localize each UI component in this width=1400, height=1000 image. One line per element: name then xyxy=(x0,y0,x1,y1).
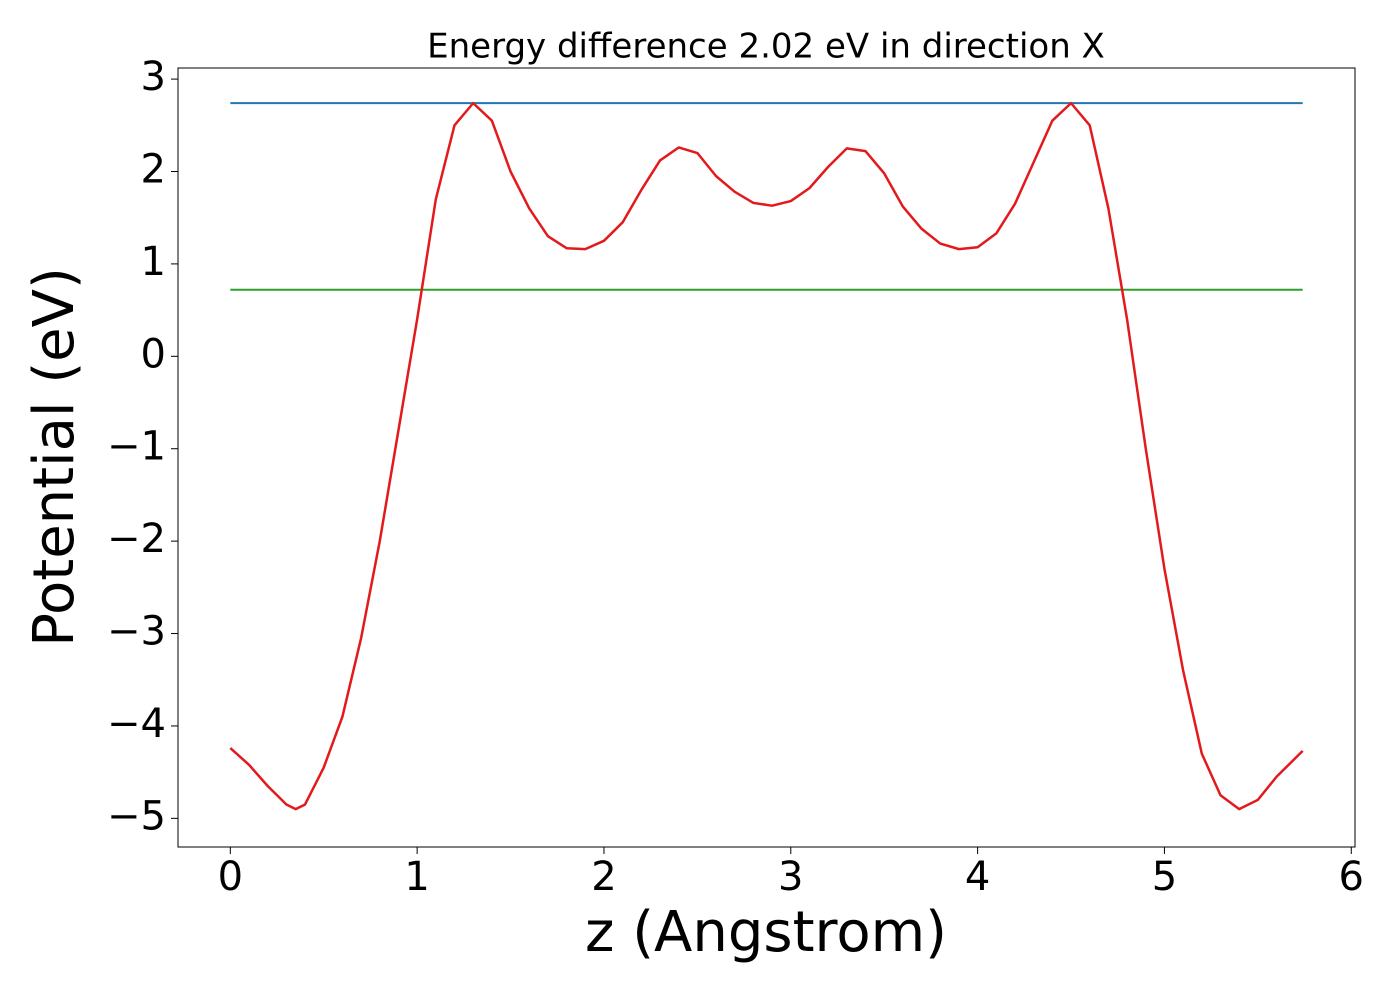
y-tick-label: −5 xyxy=(107,793,166,839)
x-axis-label: z (Angstrom) xyxy=(585,900,947,965)
x-tick-label: 3 xyxy=(778,854,803,900)
y-tick-label: 0 xyxy=(141,331,166,377)
x-tick-label: 5 xyxy=(1152,854,1177,900)
y-tick-label: −1 xyxy=(107,424,166,470)
x-tick-label: 6 xyxy=(1339,854,1364,900)
chart-title: Energy difference 2.02 eV in direction X xyxy=(427,27,1105,67)
x-tick-label: 0 xyxy=(218,854,243,900)
plot-frame xyxy=(177,67,1356,848)
x-tick-label: 2 xyxy=(591,854,616,900)
y-tick-label: −3 xyxy=(107,609,166,655)
y-tick-label: 2 xyxy=(141,146,166,192)
x-tick-label: 1 xyxy=(404,854,429,900)
x-tick-label: 4 xyxy=(965,854,990,900)
y-tick-label: −2 xyxy=(107,516,166,562)
data-line xyxy=(229,101,1304,811)
y-tick-label: 1 xyxy=(141,239,166,285)
y-axis-label: Potential (eV) xyxy=(22,267,87,647)
y-tick-label: 3 xyxy=(141,54,166,100)
y-tick-label: −4 xyxy=(107,701,166,747)
